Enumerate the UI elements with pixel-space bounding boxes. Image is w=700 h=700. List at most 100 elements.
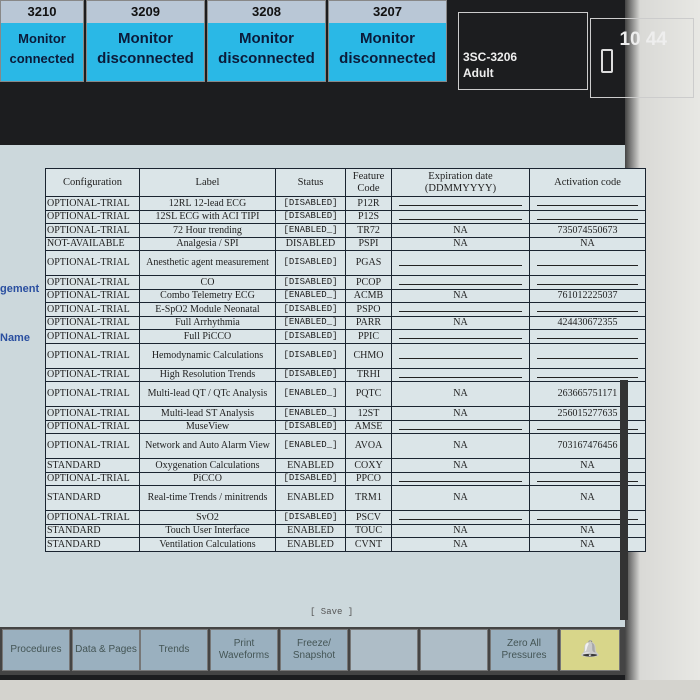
empty-field[interactable] <box>537 333 638 340</box>
cell-activation[interactable] <box>529 367 646 382</box>
bed-tile[interactable]: 3207 Monitor disconnected <box>328 0 447 82</box>
cell-expiration[interactable] <box>391 510 530 525</box>
cell-expiration[interactable]: NA <box>391 223 530 238</box>
cell-activation[interactable]: NA <box>529 458 646 473</box>
softkey-button[interactable] <box>350 629 418 671</box>
cell-expiration[interactable] <box>391 196 530 211</box>
empty-field[interactable] <box>537 279 638 286</box>
column-header: Activation code <box>529 168 646 197</box>
cell-expiration[interactable] <box>391 209 530 224</box>
cell-code: PSPI <box>345 236 392 251</box>
cell-text: OPTIONAL-TRIAL <box>47 224 130 236</box>
cell-expiration[interactable]: NA <box>391 485 530 511</box>
empty-field[interactable] <box>399 372 522 378</box>
cell-activation[interactable] <box>529 302 646 317</box>
bed-number: 3208 <box>252 4 281 19</box>
empty-field[interactable] <box>537 200 638 207</box>
cell-activation[interactable]: 761012225037 <box>529 288 646 303</box>
save-button[interactable]: [ Save ] <box>310 607 354 617</box>
cell-label: Ventilation Calculations <box>139 537 276 552</box>
cell-expiration[interactable]: NA <box>391 458 530 473</box>
empty-field[interactable] <box>399 279 522 286</box>
empty-field[interactable] <box>399 476 522 482</box>
cell-text: NA <box>453 238 468 249</box>
empty-field[interactable] <box>399 214 522 220</box>
cell-code: TRHI <box>345 367 392 382</box>
cell-activation[interactable]: 256015277635 <box>529 406 646 421</box>
cell-expiration[interactable] <box>391 250 530 276</box>
cell-configuration: STANDARD <box>45 485 140 511</box>
cell-activation[interactable] <box>529 342 646 369</box>
softkey-button[interactable]: Print Waveforms <box>210 629 278 671</box>
cell-expiration[interactable]: NA <box>391 381 530 407</box>
cell-expiration[interactable]: NA <box>391 236 530 251</box>
side-label[interactable]: gement <box>0 283 40 295</box>
cell-expiration[interactable]: NA <box>391 315 530 330</box>
cell-activation[interactable] <box>529 471 646 486</box>
bed-tile[interactable]: 3209 Monitor disconnected <box>86 0 205 82</box>
cell-activation[interactable] <box>529 510 646 525</box>
empty-field[interactable] <box>399 200 522 207</box>
cell-expiration[interactable] <box>391 367 530 382</box>
bed-tile[interactable]: 3210 Monitor connected <box>0 0 84 82</box>
cell-activation[interactable]: NA <box>529 485 646 511</box>
cell-expiration[interactable] <box>391 302 530 317</box>
empty-field[interactable] <box>399 260 522 266</box>
bed-info[interactable]: 3SC-3206 Adult <box>458 12 588 90</box>
cell-expiration[interactable] <box>391 471 530 486</box>
empty-field[interactable] <box>537 260 638 266</box>
patient-category: Adult <box>463 66 494 80</box>
cell-activation[interactable]: NA <box>529 523 646 538</box>
empty-field[interactable] <box>537 306 638 313</box>
cell-activation[interactable] <box>529 209 646 224</box>
cell-text: ENABLED <box>287 459 334 471</box>
softkey-button[interactable]: Trends <box>140 629 208 671</box>
cell-activation[interactable] <box>529 419 646 434</box>
table-row: OPTIONAL-TRIAL Multi-lead ST Analysis [ENA… <box>45 406 646 421</box>
empty-field[interactable] <box>399 514 522 521</box>
bed-tile[interactable]: 3208 Monitor disconnected <box>207 0 326 82</box>
empty-field[interactable] <box>537 372 638 378</box>
empty-field[interactable] <box>399 353 522 359</box>
softkey-button[interactable]: Data & Pages <box>72 629 140 671</box>
cell-text: STANDARD <box>47 525 101 536</box>
softkey-button[interactable]: Procedures <box>2 629 70 671</box>
cell-expiration[interactable]: NA <box>391 537 530 552</box>
table-row: OPTIONAL-TRIAL Network and Auto Alarm Vie… <box>45 433 646 459</box>
empty-field[interactable] <box>537 514 638 521</box>
cell-expiration[interactable] <box>391 419 530 434</box>
cell-activation[interactable]: 263665751171 <box>529 381 646 407</box>
empty-field[interactable] <box>399 333 522 340</box>
cell-text: 256015277635 <box>557 407 618 419</box>
softkey-button[interactable]: Freeze/ Snapshot <box>280 629 348 671</box>
cell-activation[interactable]: NA <box>529 236 646 251</box>
cell-activation[interactable]: 703167476456 <box>529 433 646 459</box>
empty-field[interactable] <box>537 214 638 220</box>
cell-activation[interactable]: 424430672355 <box>529 315 646 330</box>
alarm-button[interactable]: 🔔 <box>560 629 620 671</box>
cell-expiration[interactable]: NA <box>391 523 530 538</box>
cell-activation[interactable] <box>529 329 646 344</box>
cell-expiration[interactable]: NA <box>391 288 530 303</box>
empty-field[interactable] <box>537 353 638 359</box>
softkey-button[interactable] <box>420 629 488 671</box>
cell-expiration[interactable] <box>391 342 530 369</box>
cell-expiration[interactable]: NA <box>391 433 530 459</box>
empty-field[interactable] <box>537 476 638 482</box>
cell-expiration[interactable]: NA <box>391 406 530 421</box>
cell-label: CO <box>139 275 276 290</box>
side-label[interactable]: Name <box>0 332 30 344</box>
cell-text: NA <box>453 407 468 419</box>
cell-expiration[interactable] <box>391 275 530 290</box>
empty-field[interactable] <box>399 424 522 430</box>
cell-activation[interactable] <box>529 196 646 211</box>
cell-activation[interactable] <box>529 275 646 290</box>
cell-activation[interactable]: NA <box>529 537 646 552</box>
empty-field[interactable] <box>537 424 638 430</box>
cell-expiration[interactable] <box>391 329 530 344</box>
cell-activation[interactable]: 735074550673 <box>529 223 646 238</box>
cell-activation[interactable] <box>529 250 646 276</box>
scrollbar[interactable] <box>620 380 628 620</box>
empty-field[interactable] <box>399 306 522 313</box>
softkey-button[interactable]: Zero All Pressures <box>490 629 558 671</box>
